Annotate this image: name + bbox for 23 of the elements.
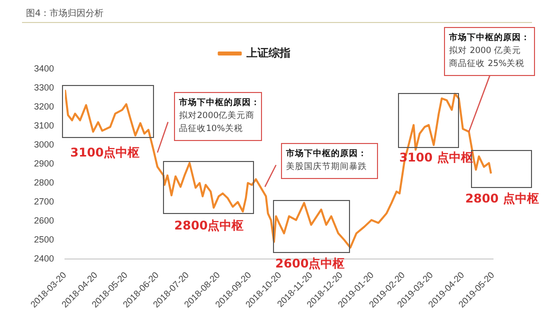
annotation: 美股国庆节期间暴跌 — [286, 161, 368, 174]
annotation: 拟对 2000 亿美元商品征收 25%关税 — [449, 45, 526, 71]
text: 市场下中枢的原因： — [449, 32, 530, 45]
y-tick-label: 3000 — [34, 139, 54, 150]
annotation: 2800点中枢 — [174, 218, 244, 234]
legend-label: 上证综指 — [245, 46, 290, 60]
annotation: 市场下中枢的原因： — [179, 97, 260, 110]
y-tick-label: 3100 — [34, 120, 54, 130]
y-tick-label: 2500 — [34, 234, 54, 244]
chart-title: 图4：市场归因分析 — [26, 8, 104, 20]
y-tick-label: 2700 — [34, 196, 54, 206]
y-tick-label: 2600 — [34, 215, 54, 226]
annotation: 3100点中枢 — [70, 144, 140, 162]
annotation: 市场下中枢的原因： — [286, 148, 368, 161]
y-tick-label: 3400 — [34, 63, 54, 74]
y-tick-label: 2400 — [34, 253, 54, 264]
y-tick-label: 2900 — [34, 158, 54, 168]
y-tick-label: 2800 — [34, 177, 54, 188]
y-tick-label: 3200 — [34, 101, 54, 112]
y-tick-label: 3300 — [34, 82, 54, 92]
annotation: 2800 点中枢 — [465, 190, 539, 208]
annotation: 拟对2000亿美元商品征收10%关税 — [179, 110, 256, 136]
annotation: 2600点中枢 — [275, 256, 345, 272]
